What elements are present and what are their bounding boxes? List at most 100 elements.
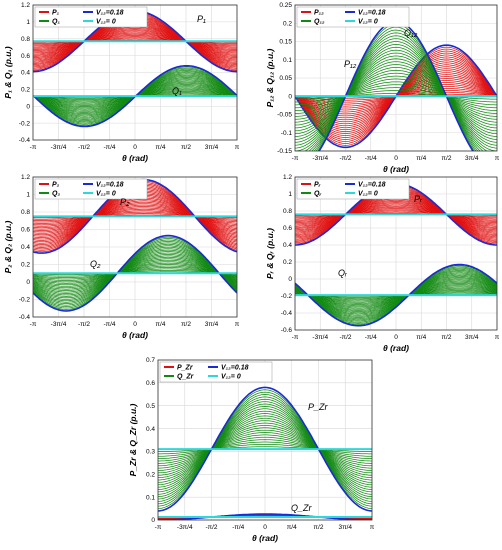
family-curve (33, 35, 237, 48)
y-tick-label: -0.1 (281, 130, 293, 137)
legend-entry: P_Zr (177, 365, 194, 372)
family-curve (295, 75, 497, 117)
family-curve (295, 93, 497, 100)
y-tick-label: 0.4 (146, 426, 155, 433)
y-tick-label: 0 (26, 103, 30, 110)
x-tick-label: 0 (394, 155, 398, 162)
family-curve (33, 38, 237, 44)
family-curve (295, 277, 497, 314)
legend-box (34, 6, 148, 28)
family-curve (295, 201, 497, 228)
legend-entry: Q₂ (52, 191, 60, 198)
y-tick-label: 0.1 (283, 57, 292, 64)
family-curve (158, 410, 372, 488)
family-curve (313, 29, 479, 151)
curve-annotation: Q₁ (172, 86, 182, 96)
family-curve (33, 29, 237, 54)
family-curve (33, 245, 237, 302)
family-curve (158, 444, 372, 455)
family-curve (295, 58, 497, 135)
y-tick-label: -0.6 (281, 327, 293, 334)
y-tick-label: 0.2 (283, 20, 292, 27)
family-curve (158, 432, 372, 467)
x-tick-label: -3π/4 (51, 144, 67, 151)
family-curve (295, 274, 497, 316)
y-axis-label: P₁ & Q₁ (p.u.) (3, 46, 13, 98)
family-curve (295, 273, 497, 317)
plot-frame (157, 359, 373, 521)
curve-annotation: Q₂ (90, 259, 101, 269)
plot-frame (32, 176, 238, 318)
family-curve (295, 280, 497, 310)
y-tick-label: 1 (26, 19, 30, 26)
series-group (158, 386, 372, 520)
x-tick-label: 3π/4 (465, 155, 479, 162)
y-tick-label: 0.6 (283, 225, 292, 232)
family-curve (33, 246, 237, 300)
y-tick-label: 1 (288, 191, 292, 198)
family-curve (33, 270, 237, 277)
x-tick-label: π/4 (156, 321, 166, 328)
family-curve (33, 255, 237, 291)
family-curve (295, 271, 497, 320)
family-curve (158, 425, 372, 474)
family-curve (33, 256, 237, 290)
legend-entry: Pᵣ (314, 182, 321, 189)
family-curve (295, 211, 497, 218)
family-curve (295, 67, 497, 126)
x-tick-label: -π (30, 321, 37, 328)
x-axis-label: θ (rad) (383, 343, 409, 353)
y-axis-label: P_Zr & Q_Zr (p.u.) (128, 403, 138, 476)
family-curve (295, 281, 497, 309)
family-curve (158, 417, 372, 481)
family-curve (33, 268, 237, 278)
family-curve (295, 291, 497, 300)
y-tick-label: 0.5 (146, 403, 155, 410)
x-tick-label: π (370, 524, 375, 531)
family-curve (33, 238, 237, 309)
y-tick-label: 0.2 (283, 259, 292, 266)
family-curve (295, 210, 497, 219)
series-2 (158, 513, 372, 520)
x-tick-label: 0 (263, 524, 267, 531)
family-curve (295, 41, 497, 151)
x-tick-label: 0 (394, 334, 398, 341)
plot-frame (294, 176, 498, 331)
family-curve (33, 243, 237, 303)
series-1 (158, 386, 372, 512)
family-curve (295, 61, 497, 132)
x-tick-label: -π/4 (103, 321, 115, 328)
family-curve (158, 391, 372, 507)
family-curve (295, 268, 497, 322)
x-tick-label: 3π/4 (205, 321, 219, 328)
x-tick-label: π/2 (181, 144, 191, 151)
family-curve (158, 439, 372, 459)
family-curve (295, 288, 497, 302)
family-curve (295, 52, 497, 140)
family-curve (295, 287, 497, 303)
family-curve (158, 420, 372, 478)
series-group (33, 10, 237, 128)
family-curve (33, 32, 237, 50)
legend-box (34, 178, 148, 200)
x-tick-label: π/4 (156, 144, 166, 151)
family-curve (33, 28, 237, 55)
family-curve (158, 446, 372, 452)
x-tick-label: π/2 (314, 524, 324, 531)
family-curve (33, 239, 237, 307)
x-tick-label: 3π/4 (338, 524, 352, 531)
x-tick-label: 3π/4 (205, 144, 219, 151)
y-tick-label: 1.2 (21, 174, 30, 181)
family-curve (158, 403, 372, 495)
legend: P₁ Q₁ V₁₂=0.18 V₁₂= 0 (34, 6, 148, 28)
family-curve (295, 206, 497, 222)
x-axis-label: θ (rad) (252, 533, 278, 543)
y-tick-label: 0 (26, 279, 30, 286)
y-tick-label: 0.7 (146, 357, 155, 364)
curve-annotation: Q_Zr (291, 503, 313, 513)
family-curve (33, 36, 237, 47)
legend-entry: Q_Zr (177, 374, 195, 381)
series-2 (295, 20, 497, 151)
x-tick-label: -π/2 (205, 524, 217, 531)
x-tick-label: -π/4 (365, 334, 377, 341)
